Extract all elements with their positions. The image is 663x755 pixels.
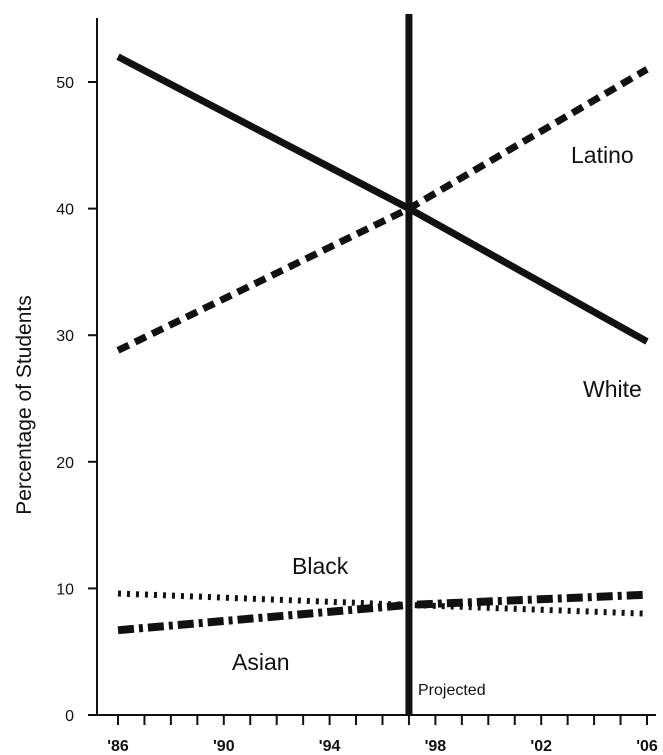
series-label-black: Black <box>292 553 349 579</box>
y-tick-label: 0 <box>65 708 74 725</box>
y-tick-label: 30 <box>56 328 74 345</box>
series-label-asian: Asian <box>232 649 290 675</box>
y-tick-label: 50 <box>56 75 74 92</box>
x-tick-label: '98 <box>425 738 447 755</box>
series-layer <box>116 53 649 635</box>
series-line-white <box>116 53 649 345</box>
y-tick-label: 20 <box>56 455 74 472</box>
projected-label: Projected <box>418 682 486 699</box>
y-axis-ticks: 0 10 20 30 40 50 <box>56 75 97 725</box>
x-tick-label: '90 <box>213 738 235 755</box>
x-tick-label: '02 <box>530 738 552 755</box>
y-axis-title: Percentage of Students <box>13 295 36 515</box>
x-axis-ticks: '86 '90 '94 '98 '02 '06 <box>107 715 658 755</box>
y-tick-label: 40 <box>56 202 74 219</box>
x-tick-label: '94 <box>319 738 341 755</box>
series-line-latino <box>116 66 649 354</box>
series-label-latino: Latino <box>571 142 634 168</box>
x-tick-label: '86 <box>107 738 129 755</box>
x-tick-label: '06 <box>636 738 658 755</box>
series-label-white: White <box>583 376 642 402</box>
y-tick-label: 10 <box>56 581 74 598</box>
